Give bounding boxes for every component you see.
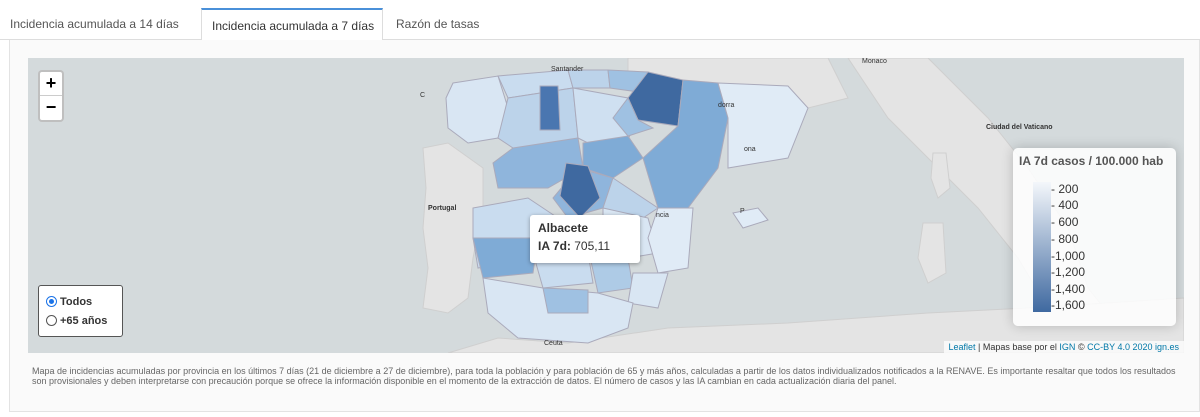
legend-tick: -1,400 xyxy=(1051,282,1086,296)
zoom-out-button[interactable]: − xyxy=(45,97,57,117)
province-navarra xyxy=(627,71,684,127)
legend-tick: - 600 xyxy=(1051,215,1079,229)
radio-selected-icon[interactable] xyxy=(46,296,57,307)
tab-razon-de-tasas[interactable]: Razón de tasas xyxy=(396,17,480,31)
ign-link[interactable]: IGN xyxy=(1059,342,1076,352)
province-soria xyxy=(582,135,644,179)
tooltip-value-row: IA 7d: 705,11 xyxy=(538,239,632,253)
color-legend: IA 7d casos / 100.000 hab - 200 - 400 - … xyxy=(1013,148,1176,326)
legend-tick: - 400 xyxy=(1051,198,1079,212)
north-africa-land xyxy=(447,297,1184,353)
map-caption: Mapa de incidencias acumuladas por provi… xyxy=(32,366,1176,386)
label-palma: P xyxy=(740,208,745,215)
label-coruna: C xyxy=(420,92,426,99)
option-todos[interactable]: Todos xyxy=(46,292,115,311)
legend-gradient xyxy=(1033,182,1051,312)
province-jaen xyxy=(542,287,589,314)
tooltip-province-name: Albacete xyxy=(538,221,589,235)
zoom-control: + − xyxy=(38,70,64,122)
province-la-rioja xyxy=(612,97,655,137)
legend-tick: - 800 xyxy=(1051,232,1079,246)
attribution-text: | Mapas base por el xyxy=(975,342,1060,352)
radio-unselected-icon[interactable] xyxy=(46,315,57,326)
choropleth-map[interactable]: Santander dorra ona Portugal ncia P Ceut… xyxy=(28,58,1184,353)
legend-tick: -1,600 xyxy=(1051,298,1086,312)
province-valencia xyxy=(647,207,694,274)
label-ceuta: Ceuta xyxy=(544,340,563,347)
sardinia-land xyxy=(917,222,947,284)
tab-bar: Incidencia acumulada a 14 días Incidenci… xyxy=(0,0,1200,41)
label-valencia: ncia xyxy=(656,212,669,219)
copyright-icon: © xyxy=(1077,342,1085,352)
legend-tick: - 200 xyxy=(1051,182,1079,196)
province-tooltip: Albacete IA 7d: 705,11 xyxy=(530,215,640,263)
province-cataluna xyxy=(717,82,809,169)
province-madrid xyxy=(559,162,601,219)
leaflet-link[interactable]: Leaflet xyxy=(948,342,976,352)
license-link[interactable]: CC-BY 4.0 2020 ign.es xyxy=(1087,342,1179,352)
tooltip-value: 705,11 xyxy=(574,239,611,253)
label-monaco: Monaco xyxy=(862,58,887,65)
province-galicia xyxy=(445,75,509,144)
legend-title: IA 7d casos / 100.000 hab xyxy=(1019,154,1164,168)
legend-tick: -1,000 xyxy=(1051,249,1086,263)
map-attribution: Leaflet | Mapas base por el IGN © CC-BY … xyxy=(943,341,1184,353)
province-murcia xyxy=(627,272,669,309)
population-filter: Todos +65 años xyxy=(38,285,123,337)
label-barcelona: ona xyxy=(744,146,756,153)
province-badajoz xyxy=(472,237,539,279)
corsica-land xyxy=(930,152,951,199)
map-canvas xyxy=(422,58,1184,353)
label-santander: Santander xyxy=(551,66,584,73)
label-vaticano: Ciudad del Vaticano xyxy=(986,124,1053,131)
tooltip-value-label: IA 7d: xyxy=(538,239,571,253)
zoom-in-button[interactable]: + xyxy=(40,72,62,96)
tab-ia-14-dias[interactable]: Incidencia acumulada a 14 días xyxy=(10,17,179,31)
province-palencia xyxy=(539,85,561,131)
label-andorra: dorra xyxy=(718,102,735,109)
province-baleares xyxy=(732,207,769,229)
portugal-land xyxy=(422,142,484,314)
tab-ia-7-dias[interactable]: Incidencia acumulada a 7 días xyxy=(201,8,383,41)
legend-tick: -1,200 xyxy=(1051,265,1086,279)
option-65-anos[interactable]: +65 años xyxy=(46,311,115,330)
province-valladolid xyxy=(492,137,584,189)
label-portugal: Portugal xyxy=(428,205,457,212)
